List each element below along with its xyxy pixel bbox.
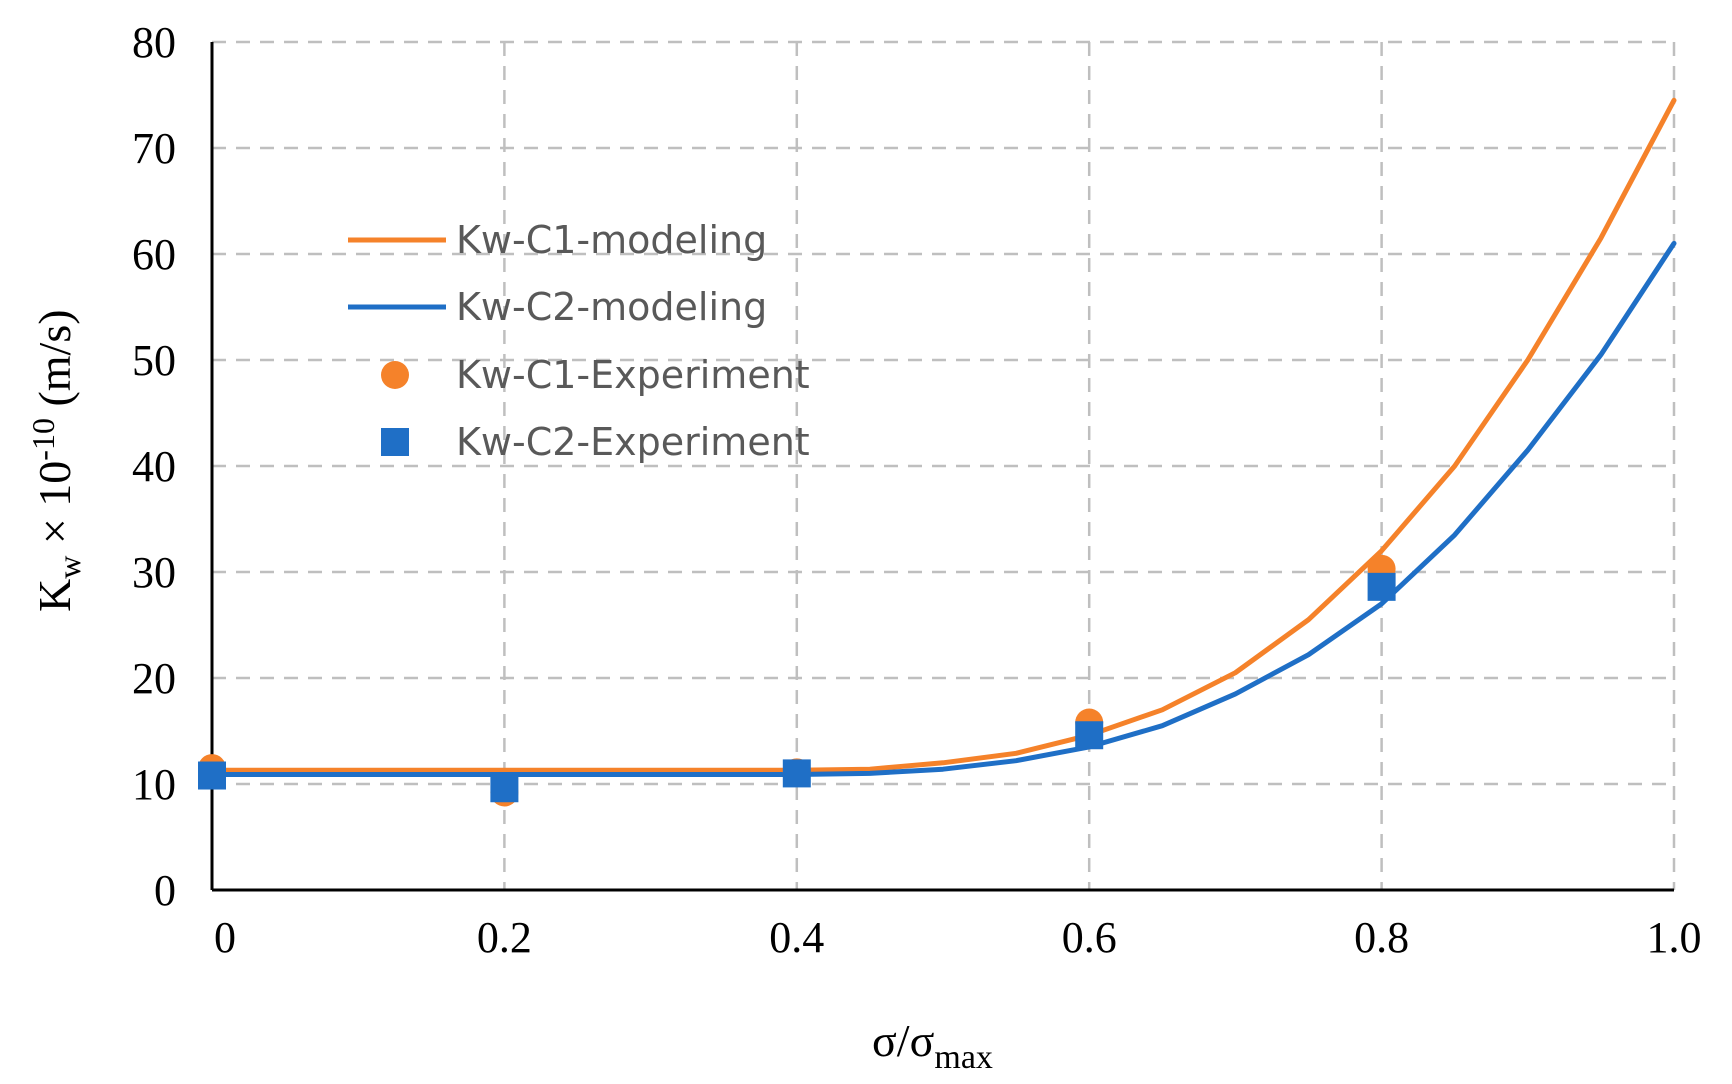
y-tick-label: 70 xyxy=(132,124,176,173)
x-tick-label: 1.0 xyxy=(1647,913,1702,962)
x-tick-label: 0.8 xyxy=(1354,913,1409,962)
legend-marker-c1-experiment xyxy=(381,361,409,389)
y-axis-title-sub: w xyxy=(51,556,87,579)
y-axis-title-base: K xyxy=(29,579,80,612)
series-line-kw-c1-modeling xyxy=(209,97,1677,773)
y-axis-title-sup: -10 xyxy=(25,418,61,461)
x-tick-label: 0.2 xyxy=(477,913,532,962)
y-axis-title: Kw × 10-10 (m/s) xyxy=(25,309,87,612)
point-kw-c2-experiment xyxy=(1075,721,1104,750)
y-tick-label: 40 xyxy=(132,442,176,491)
legend-label-c2-experiment: Kw-C2-Experiment xyxy=(456,420,810,464)
x-axis-title-base: σ/σ xyxy=(872,1015,935,1066)
point-kw-c2-experiment xyxy=(490,774,519,803)
legend-marker-c2-experiment xyxy=(381,428,409,456)
y-tick-labels: 0 10 20 30 40 50 60 70 80 xyxy=(132,18,176,915)
legend: Kw-C1-modeling Kw-C2-modeling Kw-C1-Expe… xyxy=(348,218,810,464)
series xyxy=(198,97,1677,807)
y-tick-label: 60 xyxy=(132,230,176,279)
y-axis-title-unit: (m/s) xyxy=(29,309,80,418)
legend-entry-c2-experiment: Kw-C2-Experiment xyxy=(381,420,810,464)
x-axis-title-sub: max xyxy=(934,1039,993,1076)
legend-label-c1-experiment: Kw-C1-Experiment xyxy=(456,353,810,397)
x-axis-title: σ/σmax xyxy=(872,1015,993,1076)
y-tick-label: 0 xyxy=(154,866,176,915)
y-tick-label: 30 xyxy=(132,548,176,597)
point-kw-c2-experiment xyxy=(782,759,811,788)
y-tick-label: 50 xyxy=(132,336,176,385)
series-line-kw-c2-modeling xyxy=(209,240,1677,777)
legend-entry-c2-modeling: Kw-C2-modeling xyxy=(348,285,767,329)
legend-entry-c1-experiment: Kw-C1-Experiment xyxy=(381,353,810,397)
y-tick-label: 10 xyxy=(132,760,176,809)
y-tick-label: 80 xyxy=(132,18,176,67)
x-tick-label: 0 xyxy=(214,913,236,962)
legend-label-c1-modeling: Kw-C1-modeling xyxy=(456,218,767,262)
y-axis-title-mid: × 10 xyxy=(29,461,80,556)
point-kw-c2-experiment xyxy=(198,761,226,790)
legend-label-c2-modeling: Kw-C2-modeling xyxy=(456,285,767,329)
point-kw-c2-experiment xyxy=(1367,572,1396,601)
y-tick-label: 20 xyxy=(132,654,176,703)
x-tick-labels: 0 0.2 0.4 0.6 0.8 1.0 xyxy=(214,913,1702,962)
x-tick-label: 0.6 xyxy=(1062,913,1117,962)
x-tick-label: 0.4 xyxy=(769,913,824,962)
axes xyxy=(210,42,1674,892)
legend-entry-c1-modeling: Kw-C1-modeling xyxy=(348,218,767,262)
